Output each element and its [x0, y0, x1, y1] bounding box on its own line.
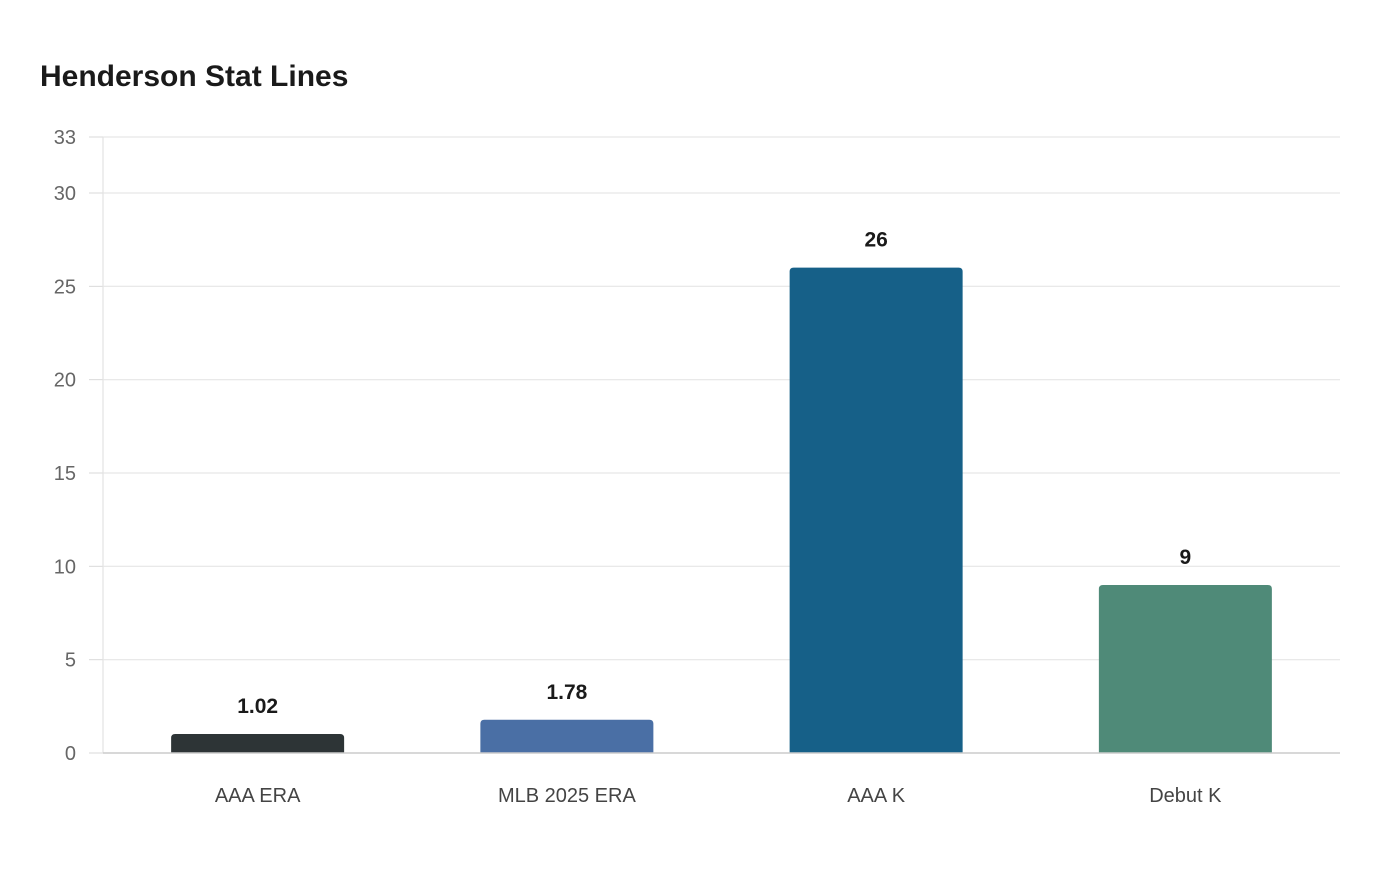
- x-tick-label-aaa-era: AAA ERA: [215, 785, 301, 807]
- y-tick-label: 15: [54, 463, 76, 485]
- y-tick-label: 33: [54, 127, 76, 149]
- x-tick-label-mlb-2025-era: MLB 2025 ERA: [498, 785, 637, 807]
- bar-aaa-era: [171, 733, 345, 753]
- x-tick-label-debut-k: Debut K: [1149, 785, 1222, 807]
- data-label-mlb-2025-era: 1.78: [546, 681, 587, 704]
- y-tick-label: 0: [65, 743, 76, 765]
- chart-title: Henderson Stat Lines: [40, 60, 349, 93]
- x-axis-ticks: AAA ERA MLB 2025 ERA AAA K Debut K: [215, 785, 1222, 807]
- bar-mlb-2025-era: [480, 719, 654, 753]
- y-axis-ticks: 0 5 10 15 20 25 30 33: [54, 127, 103, 765]
- data-labels: 1.02 1.78 26 9: [237, 229, 1191, 718]
- axes: [102, 137, 1340, 754]
- data-label-debut-k: 9: [1180, 546, 1192, 569]
- bar-debut-k: [1098, 585, 1272, 753]
- y-tick-label: 5: [65, 650, 76, 672]
- y-tick-label: 25: [54, 276, 76, 298]
- y-tick-label: 20: [54, 370, 76, 392]
- data-label-aaa-era: 1.02: [237, 695, 278, 718]
- gridlines: [103, 136, 1340, 661]
- x-tick-label-aaa-k: AAA K: [847, 785, 905, 807]
- y-tick-label: 30: [54, 183, 76, 205]
- bar-aaa-k: [789, 267, 963, 753]
- y-tick-label: 10: [54, 556, 76, 578]
- data-label-aaa-k: 26: [864, 229, 887, 252]
- bars: [171, 267, 1272, 753]
